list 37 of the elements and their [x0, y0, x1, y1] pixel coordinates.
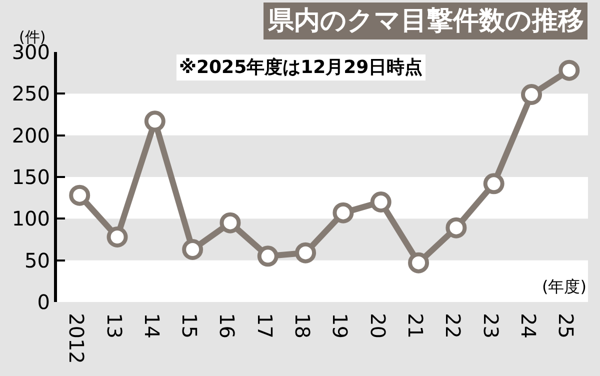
point — [144, 110, 166, 132]
point — [408, 252, 430, 274]
y-tick-label: 250 — [12, 82, 50, 106]
y-tick-label: 150 — [12, 165, 50, 189]
point — [257, 246, 278, 267]
x-tick-label: 16 — [215, 313, 240, 338]
y-tick-label: 0 — [37, 290, 50, 314]
x-tick-label: 22 — [441, 313, 466, 338]
x-tick-label: 23 — [478, 313, 503, 338]
point — [370, 192, 392, 212]
y-tick-label: 50 — [24, 248, 50, 272]
point — [521, 84, 542, 105]
point — [69, 184, 90, 206]
point — [106, 226, 128, 248]
x-tick-label: 25 — [554, 313, 578, 338]
point — [483, 173, 504, 194]
point — [332, 202, 354, 224]
point — [182, 239, 204, 260]
x-tick-label: 21 — [404, 313, 428, 338]
x-axis-title: (年度) — [542, 277, 586, 296]
x-tick-label: 15 — [178, 313, 202, 338]
x-tick-label: 18 — [290, 313, 315, 338]
chart-subtitle: ※2025年度は12月29日時点 — [179, 57, 423, 78]
point — [558, 60, 580, 81]
point — [295, 242, 316, 264]
x-tick-label: 17 — [252, 313, 277, 338]
x-tick-label: 2012 — [64, 313, 89, 364]
chart-title: 県内のクマ目撃件数の推移 — [267, 6, 584, 36]
point — [446, 217, 467, 238]
x-tick-label: 19 — [328, 313, 352, 338]
x-tick-label: 20 — [366, 313, 390, 338]
y-tick-label: 200 — [12, 123, 50, 148]
y-tick-label: 100 — [12, 206, 50, 231]
x-tick-label: 14 — [140, 313, 164, 338]
point — [220, 212, 241, 234]
x-tick-label: 24 — [516, 313, 541, 338]
x-tick-label: 13 — [102, 313, 126, 338]
